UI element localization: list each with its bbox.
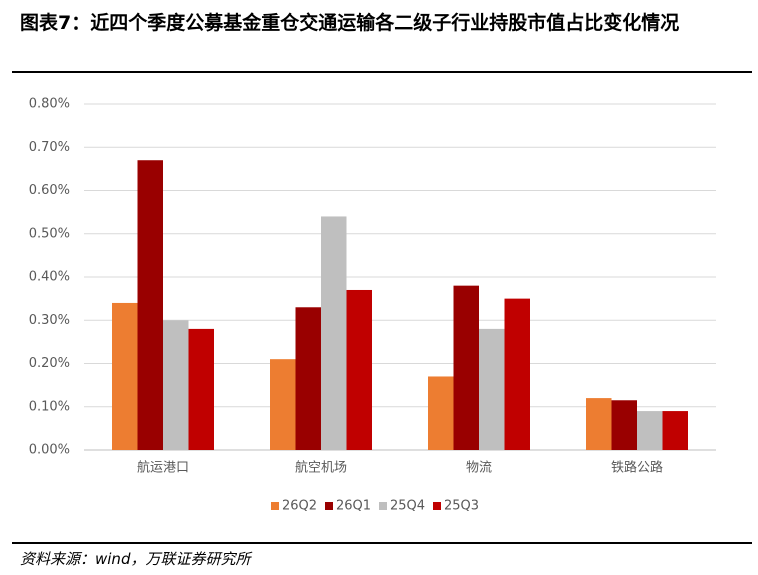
- bar: [295, 307, 321, 450]
- bar: [321, 216, 347, 450]
- legend-label: 25Q3: [444, 499, 479, 514]
- legend-label: 26Q1: [336, 499, 371, 514]
- y-tick-label: 0.10%: [29, 399, 70, 414]
- bar: [163, 320, 189, 450]
- bar: [112, 302, 138, 450]
- bar: [188, 328, 214, 450]
- x-tick-label: 物流: [466, 461, 492, 476]
- bar: [662, 411, 688, 450]
- legend-swatch: [433, 502, 441, 510]
- y-tick-label: 0.60%: [29, 183, 70, 198]
- bar: [346, 289, 372, 450]
- y-tick-label: 0.50%: [29, 226, 70, 241]
- legend-label: 25Q4: [390, 499, 425, 514]
- title: 图表7：近四个季度公募基金重仓交通运输各二级子行业持股市值占比变化情况: [20, 12, 680, 34]
- rule: [12, 542, 752, 544]
- legend-swatch: [325, 502, 333, 510]
- y-tick-label: 0.70%: [29, 140, 70, 155]
- bar: [637, 411, 663, 450]
- x-tick-label: 铁路公路: [611, 460, 663, 476]
- rule: [12, 71, 752, 73]
- bar: [453, 285, 479, 450]
- y-tick-label: 0.80%: [29, 97, 70, 112]
- legend-label: 26Q2: [282, 499, 317, 514]
- x-tick-label: 航空机场: [295, 460, 347, 476]
- bar: [270, 359, 296, 450]
- bar: [428, 376, 454, 450]
- y-tick-label: 0.20%: [29, 356, 70, 371]
- bar: [479, 328, 505, 450]
- y-tick-label: 0.30%: [29, 313, 70, 328]
- bar: [504, 298, 530, 450]
- legend-swatch: [379, 502, 387, 510]
- y-tick-label: 0.40%: [29, 270, 70, 285]
- source: 资料来源：wind，万联证券研究所: [20, 550, 251, 568]
- bar: [586, 398, 612, 450]
- y-tick-label: 0.00%: [29, 443, 70, 458]
- x-tick-label: 航运港口: [137, 460, 189, 476]
- legend-swatch: [271, 502, 279, 510]
- bar: [611, 400, 637, 450]
- bar: [137, 160, 163, 450]
